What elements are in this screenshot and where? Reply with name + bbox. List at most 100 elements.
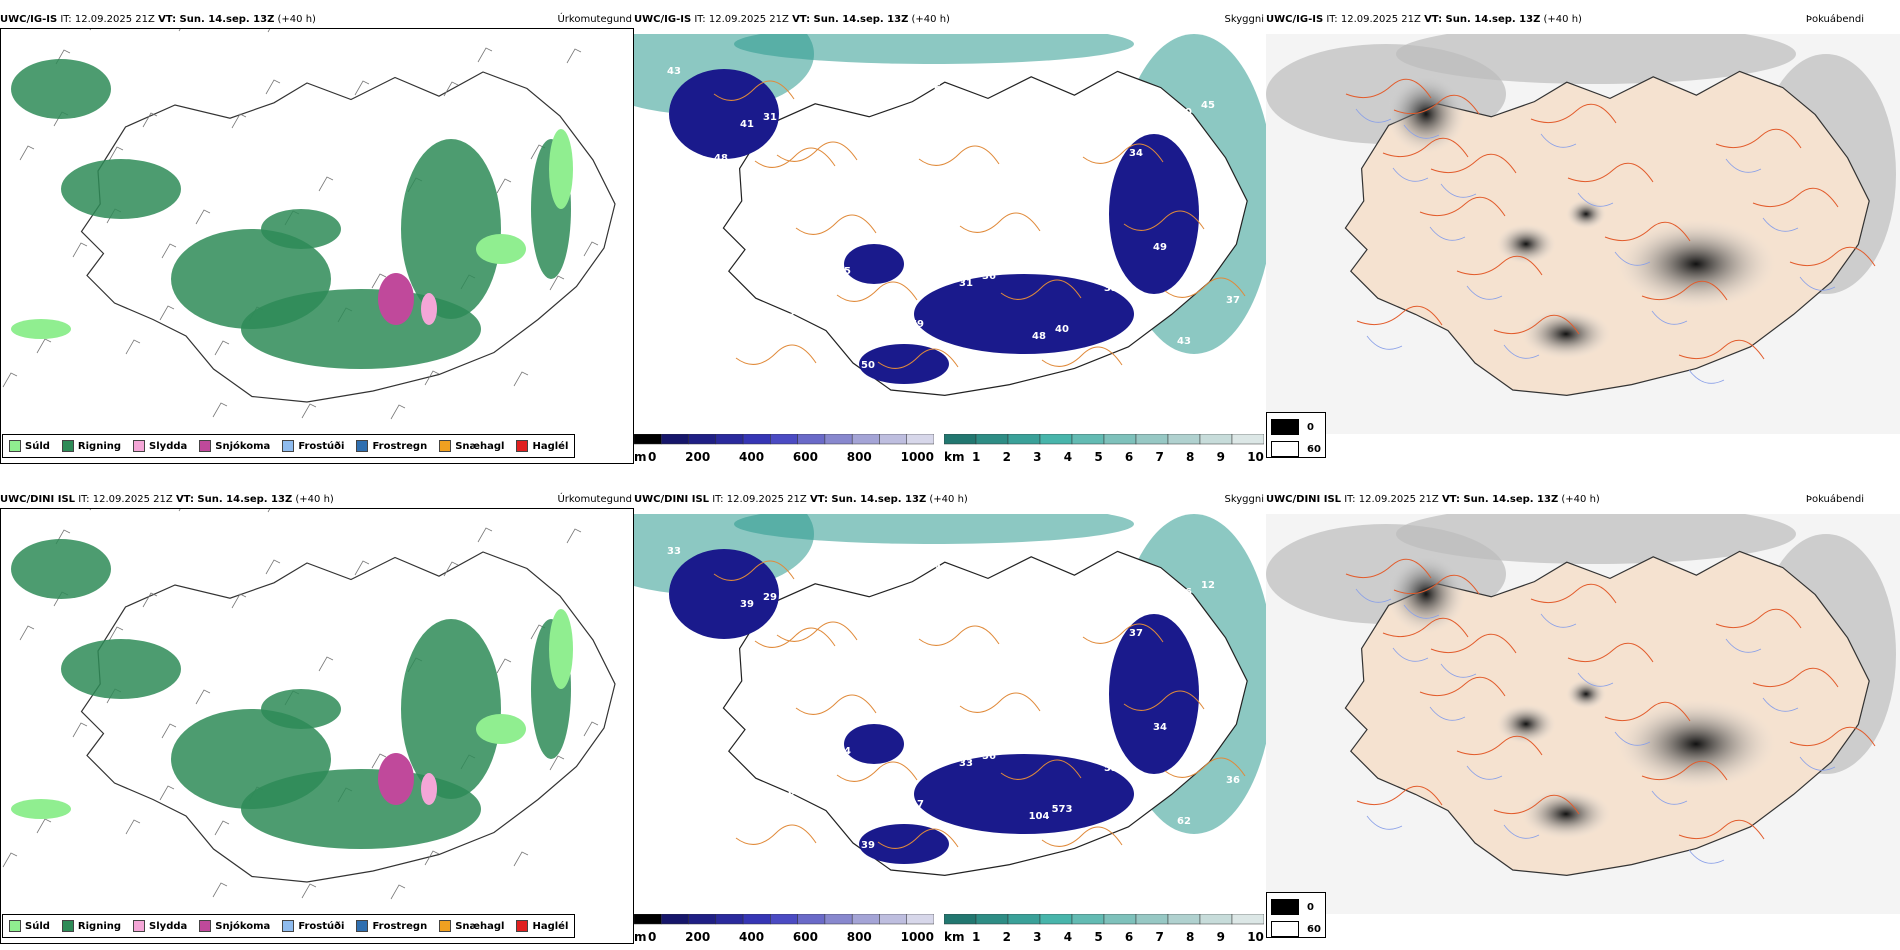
cloud-base-value: 44 xyxy=(1080,189,1094,200)
legend-item: Frostúði xyxy=(282,920,344,932)
rain-area xyxy=(61,639,181,699)
fog-swatch xyxy=(1271,899,1299,915)
panel-title: Skyggni xyxy=(1224,14,1264,25)
cloud-base-value: 45 xyxy=(1007,136,1021,147)
road-line xyxy=(1604,701,1691,722)
legend-swatch xyxy=(439,440,452,452)
wind-barb xyxy=(354,80,370,96)
wind-barb xyxy=(159,305,175,321)
colorbar-step xyxy=(1071,914,1105,925)
road-line xyxy=(776,141,858,162)
colorbar-tick: 600 xyxy=(792,450,818,464)
colorbar-step xyxy=(879,434,907,445)
colorbar-step xyxy=(661,914,689,925)
model-name: UWC/IG-IS xyxy=(0,14,58,25)
road-line xyxy=(1456,735,1543,756)
colorbar-step xyxy=(906,914,934,925)
visibility-area xyxy=(734,514,1134,544)
wind-barb xyxy=(371,273,387,289)
drizzle-area xyxy=(476,234,526,264)
visibility-colorbar: km 1 2 3 4 5 6 7 8 9 10 xyxy=(944,434,1264,464)
fog-swatch xyxy=(1271,419,1299,435)
lead-time: (+40 h) xyxy=(295,494,334,505)
cloud-base-value: 79 xyxy=(690,389,704,400)
legend-label: Rigning xyxy=(77,440,122,452)
colorbar-tick: 5 xyxy=(1094,450,1103,464)
cloud-map: 43 41 41 35 31 48 48 30 32 35 75 79 34 40 34 36 39 35 50 60… xyxy=(634,34,1266,434)
road-line xyxy=(1641,280,1728,301)
cloud-base-value: 53 xyxy=(1104,763,1118,774)
cloud-base-value: 43 xyxy=(667,66,681,77)
fog-area xyxy=(1496,704,1556,744)
legend-item: Snjókoma xyxy=(199,440,270,452)
colorbar-step xyxy=(1167,914,1201,925)
cloud-base-value: 30 xyxy=(739,828,753,839)
wind-barb xyxy=(354,560,370,576)
cloud-base-value: 48 xyxy=(714,153,728,164)
wind-barb xyxy=(108,626,124,642)
road-line xyxy=(877,828,959,849)
colorbar-tick: 2 xyxy=(1002,450,1011,464)
colorbar-tick: 2 xyxy=(1002,930,1011,944)
colorbar-step xyxy=(944,434,977,445)
colorbar-tick: 4 xyxy=(1063,450,1073,464)
river-line xyxy=(1392,647,1429,662)
sleet-area xyxy=(421,773,437,805)
cloud-base-value: 12 xyxy=(1201,580,1215,591)
river-line xyxy=(1503,344,1540,359)
wind-barb xyxy=(125,339,141,355)
road-line xyxy=(1164,277,1246,298)
road-line xyxy=(1382,617,1469,638)
wind-barb xyxy=(108,146,124,162)
wind-barb xyxy=(583,721,599,737)
legend-swatch xyxy=(439,920,452,932)
cloud-base-value: 68 xyxy=(836,645,850,656)
cloud-base-value: 44 xyxy=(1056,575,1070,586)
colorbar-step xyxy=(797,914,826,925)
river-line xyxy=(1366,335,1403,350)
cloud-ticks: 0 200 400 600 800 1000 xyxy=(648,450,934,464)
road-line xyxy=(1430,633,1517,654)
wind-barb xyxy=(390,884,406,900)
wind-barb xyxy=(159,785,175,801)
legend-item: Slydda xyxy=(133,440,187,452)
road-line xyxy=(1641,760,1728,781)
road-line xyxy=(713,560,795,581)
colorbar-tick: 800 xyxy=(846,930,872,944)
colorbar-step xyxy=(824,914,853,925)
legend-swatch xyxy=(516,920,529,932)
road-line xyxy=(1419,676,1506,697)
cloud-base-value: 41 xyxy=(813,172,827,183)
colorbar-step xyxy=(661,434,689,445)
colorbar-tick: 1 xyxy=(972,450,981,464)
colorbar-tick: 6 xyxy=(1124,450,1134,464)
cloud-base-value: 28 xyxy=(958,177,972,188)
fog-legend: 0 60 xyxy=(1266,412,1326,458)
river-line xyxy=(1614,251,1651,266)
rain-area xyxy=(11,59,111,119)
fog-legend-label: 0 xyxy=(1307,901,1314,913)
wind-barb xyxy=(477,47,493,63)
model-name: UWC/DINI ISL xyxy=(0,494,76,505)
road-line xyxy=(1752,667,1839,688)
colorbar-step xyxy=(688,914,717,925)
lead-time: (+40 h) xyxy=(1543,14,1582,25)
vis-colorbar-ramp xyxy=(944,914,1264,925)
legend-label: Rigning xyxy=(77,920,122,932)
fog-swatch xyxy=(1271,441,1299,457)
legend-label: Slydda xyxy=(149,440,188,452)
fog-area xyxy=(1566,199,1606,229)
colorbar-step xyxy=(1231,914,1264,925)
colorbar-tick: 4 xyxy=(1063,930,1073,944)
wind-barb xyxy=(178,509,181,512)
valid-time: VT: Sun. 14.sep. 13Z xyxy=(1441,494,1559,505)
road-line xyxy=(1000,759,1082,780)
colorbar-step xyxy=(879,914,907,925)
road-line xyxy=(1567,162,1654,183)
road-line xyxy=(1419,196,1506,217)
cloud-base-value: 34 xyxy=(837,746,851,757)
drizzle-area xyxy=(11,319,71,339)
river-line xyxy=(1651,310,1688,325)
cloud-base-value: 104 xyxy=(1029,811,1050,822)
rain-area xyxy=(401,139,501,319)
